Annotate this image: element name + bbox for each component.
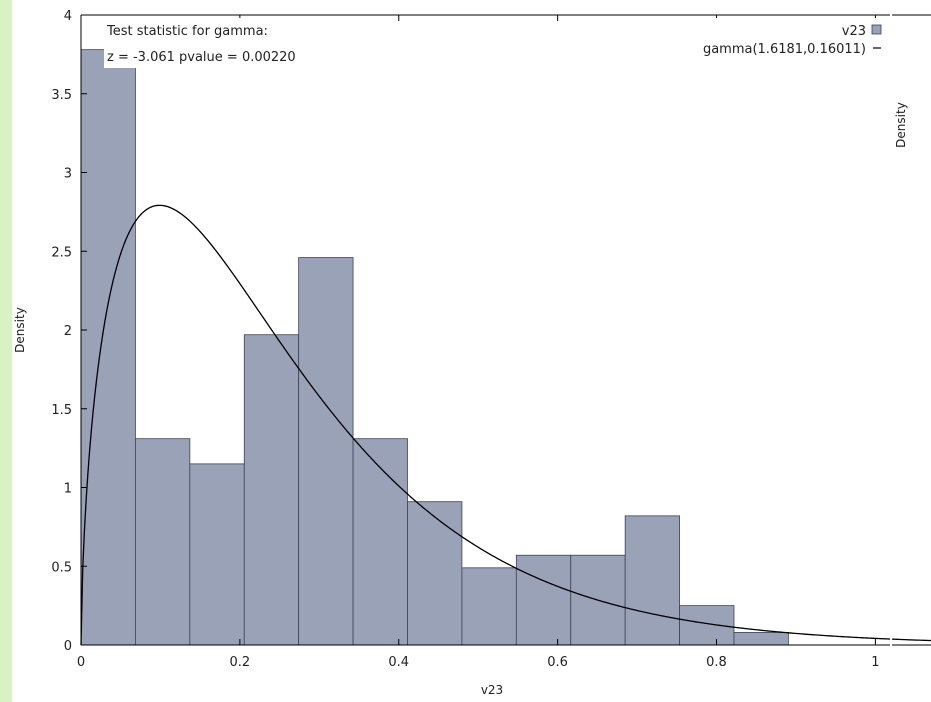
y-tick-label: 2 — [64, 324, 72, 339]
x-axis-title: v23 — [481, 683, 503, 697]
x-tick-label: 0 — [77, 655, 85, 670]
histogram-bar-13 — [733, 632, 789, 646]
histogram-bar-3 — [189, 463, 245, 646]
y-tick-label: 3.5 — [51, 88, 72, 103]
y-tick-label: 2.5 — [51, 245, 72, 260]
annotation-background — [104, 18, 338, 68]
histogram-bar-9 — [515, 554, 572, 646]
y-axis-title: Density — [13, 307, 27, 353]
histogram-bar-8 — [461, 567, 517, 646]
histogram-bar-1 — [80, 49, 136, 646]
y-tick-label: 3 — [64, 167, 72, 182]
x-tick-label: 0.4 — [388, 655, 409, 670]
x-tick-label: 0.2 — [230, 655, 251, 670]
legend-swatch-v23 — [871, 24, 882, 35]
y-tick-label: 4 — [64, 9, 72, 24]
histogram-bar-2 — [135, 438, 191, 646]
y-tick-label: 1 — [64, 482, 72, 497]
y-axis-ticks: 0 0.5 1 1.5 2 2.5 3 3.5 4 — [51, 9, 87, 654]
histogram-bar-5 — [298, 257, 354, 646]
y-tick-label: 1.5 — [51, 403, 72, 418]
histogram-bars — [80, 49, 789, 646]
histogram-bar-11 — [624, 515, 680, 646]
side-panel-y-axis-title: Density — [894, 102, 908, 148]
left-green-strip — [0, 0, 12, 702]
histogram-bar-6 — [352, 438, 408, 646]
annotation-line-2: z = -3.061 pvalue = 0.00220 — [107, 50, 296, 65]
legend-label-v23: v23 — [842, 24, 866, 39]
legend-background — [660, 18, 888, 60]
histogram-bar-12 — [679, 605, 735, 646]
histogram-bar-4 — [243, 334, 300, 646]
gamma-fit-curve — [80, 204, 931, 646]
x-tick-label: 0.6 — [547, 655, 568, 670]
y-tick-label: 0.5 — [51, 560, 72, 575]
x-tick-label: 1 — [871, 655, 879, 670]
legend-label-gamma: gamma(1.6181,0.16011) — [703, 42, 866, 57]
x-tick-label: 0.8 — [706, 655, 727, 670]
y-tick-label: 0 — [64, 639, 72, 654]
side-panel-divider — [890, 0, 892, 702]
histogram-bar-7 — [407, 501, 463, 646]
annotation-line-1: Test statistic for gamma: — [106, 24, 268, 39]
